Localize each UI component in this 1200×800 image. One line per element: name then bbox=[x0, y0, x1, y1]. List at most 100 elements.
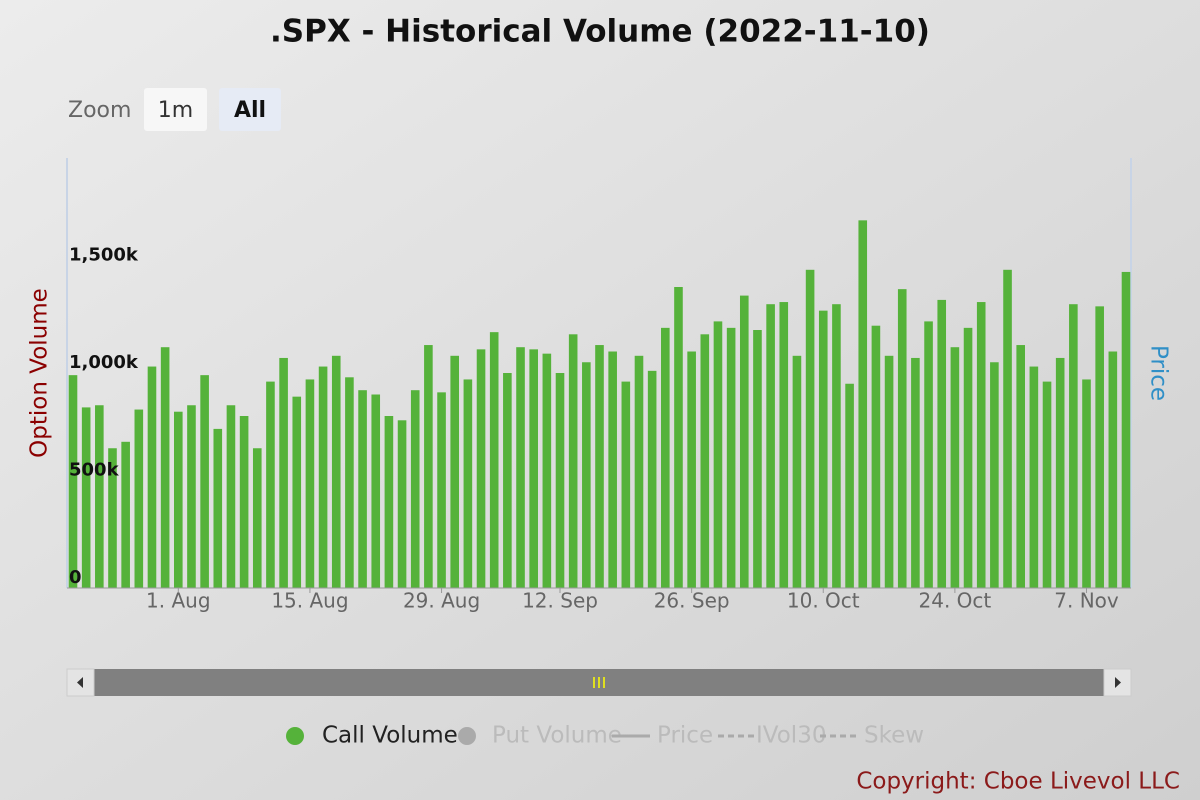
bar bbox=[661, 327, 670, 588]
bar bbox=[713, 321, 723, 588]
bar bbox=[147, 366, 157, 588]
legend-label[interactable]: Put Volume bbox=[492, 723, 622, 749]
bar bbox=[634, 355, 644, 588]
y2-axis-title: Price bbox=[1146, 345, 1172, 401]
bar bbox=[674, 287, 683, 588]
bar bbox=[726, 327, 736, 588]
bar bbox=[1016, 345, 1025, 588]
bar bbox=[134, 409, 144, 588]
bar bbox=[410, 390, 420, 588]
chart-title: .SPX - Historical Volume (2022-11-10) bbox=[270, 14, 930, 50]
y-tick-label: 500k bbox=[69, 460, 120, 481]
bar bbox=[463, 379, 473, 588]
bar bbox=[331, 355, 341, 588]
bar bbox=[568, 334, 578, 588]
bar bbox=[1003, 269, 1012, 588]
x-tick-label: 10. Oct bbox=[787, 589, 860, 613]
legend-marker[interactable] bbox=[458, 727, 476, 745]
bar bbox=[371, 394, 381, 588]
bar bbox=[897, 289, 907, 588]
plot-area: 0 500k 1,000k 1,500k 1. Aug 15. Aug 29. Aug 12.… bbox=[67, 220, 1131, 613]
bar bbox=[976, 302, 986, 588]
bar bbox=[739, 295, 749, 588]
bar bbox=[963, 327, 973, 588]
bar bbox=[950, 347, 960, 588]
bar bbox=[805, 269, 815, 588]
zoom-button[interactable] bbox=[144, 88, 207, 131]
bar bbox=[252, 448, 262, 588]
bar bbox=[1029, 366, 1039, 588]
x-tick-label: 12. Sep bbox=[522, 589, 598, 613]
bar bbox=[239, 416, 249, 588]
bar bbox=[108, 448, 117, 588]
bar bbox=[858, 220, 868, 588]
bar bbox=[766, 304, 775, 588]
bar bbox=[818, 310, 828, 588]
bar bbox=[529, 349, 538, 588]
x-tick-label: 26. Sep bbox=[654, 589, 730, 613]
bar bbox=[437, 392, 446, 588]
bar bbox=[911, 357, 920, 588]
bar bbox=[160, 347, 170, 588]
bar bbox=[1121, 271, 1131, 588]
bar bbox=[1082, 379, 1091, 588]
bar bbox=[292, 396, 302, 588]
y-tick-label: 0 bbox=[69, 567, 82, 588]
legend-label[interactable]: Call Volume bbox=[322, 723, 458, 749]
bar bbox=[595, 345, 604, 588]
scroll-right-arrow bbox=[1115, 677, 1121, 688]
bar bbox=[832, 304, 841, 588]
bar bbox=[384, 416, 394, 588]
bar bbox=[792, 355, 802, 588]
bar bbox=[476, 349, 486, 588]
bar bbox=[924, 321, 933, 588]
bar bbox=[121, 441, 130, 588]
bar bbox=[305, 379, 315, 588]
legend-marker[interactable] bbox=[286, 727, 304, 745]
zoom-button-label[interactable]: 1m bbox=[158, 98, 193, 123]
x-tick-label: 29. Aug bbox=[403, 589, 480, 613]
scroll-grip[interactable] bbox=[593, 677, 605, 688]
zoom-label: Zoom bbox=[68, 98, 131, 123]
bar bbox=[1055, 357, 1065, 588]
bar bbox=[1042, 381, 1052, 588]
bar bbox=[266, 381, 275, 588]
bar bbox=[1069, 304, 1078, 588]
bar bbox=[700, 334, 710, 588]
bar bbox=[95, 405, 104, 588]
bar bbox=[542, 353, 552, 588]
bar bbox=[226, 405, 236, 588]
bar bbox=[318, 366, 328, 588]
bar bbox=[687, 351, 696, 588]
legend-label[interactable]: Skew bbox=[864, 723, 924, 749]
bar bbox=[450, 355, 460, 588]
bar bbox=[555, 373, 565, 588]
bar bbox=[937, 299, 947, 588]
zoom-button-label[interactable]: All bbox=[234, 98, 266, 123]
bar bbox=[424, 345, 433, 588]
x-tick-label: 24. Oct bbox=[919, 589, 992, 613]
bar bbox=[516, 347, 525, 588]
scroll-left-arrow bbox=[77, 677, 83, 688]
bar bbox=[200, 375, 209, 588]
y-tick-label: 1,000k bbox=[69, 352, 139, 373]
bar bbox=[621, 381, 631, 588]
bar bbox=[753, 330, 762, 588]
bar bbox=[81, 407, 91, 588]
bar bbox=[174, 411, 183, 588]
bar bbox=[1095, 306, 1104, 588]
copyright: Copyright: Cboe Livevol LLC bbox=[856, 769, 1180, 795]
bar bbox=[68, 375, 78, 588]
zoom-button[interactable] bbox=[219, 88, 281, 131]
legend-label[interactable]: IVol30 bbox=[756, 723, 826, 749]
bar bbox=[1108, 351, 1118, 588]
x-tick-label: 7. Nov bbox=[1054, 589, 1119, 613]
y-tick-label: 1,500k bbox=[69, 245, 139, 266]
bar bbox=[503, 373, 512, 588]
bar bbox=[279, 357, 288, 588]
legend-label[interactable]: Price bbox=[657, 723, 713, 749]
x-tick-label: 15. Aug bbox=[271, 589, 348, 613]
y-axis-title: Option Volume bbox=[27, 288, 53, 458]
